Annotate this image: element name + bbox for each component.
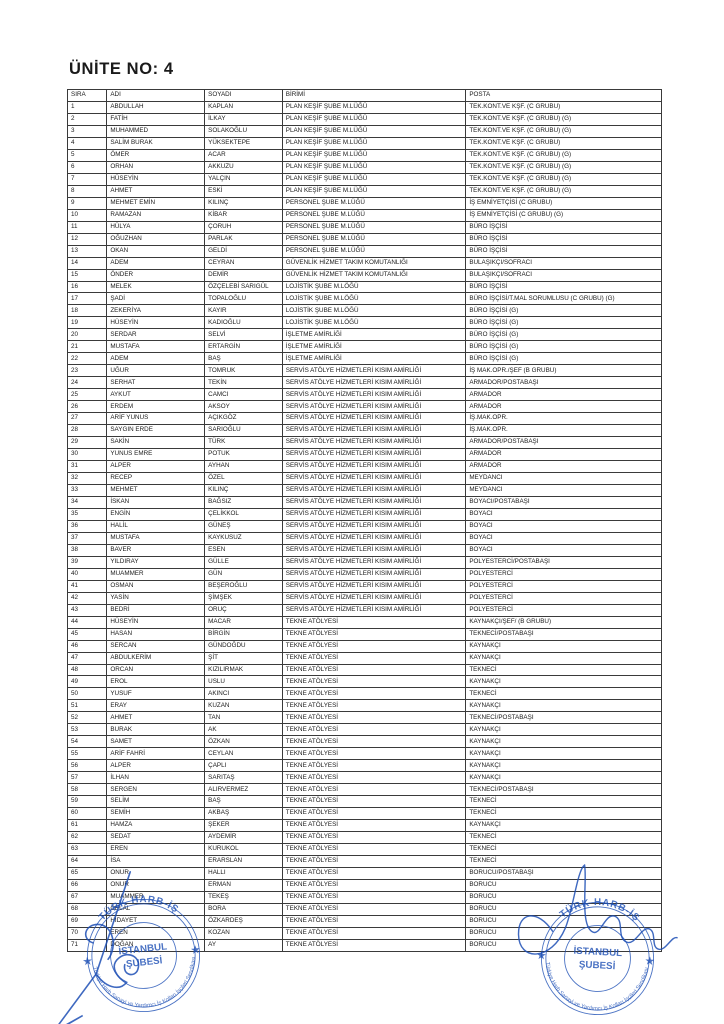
svg-text:★: ★: [82, 955, 94, 968]
svg-text:İSTANBUL: İSTANBUL: [573, 946, 622, 960]
svg-text:ŞUBESİ: ŞUBESİ: [126, 955, 164, 970]
svg-text:ŞUBESİ: ŞUBESİ: [579, 959, 616, 972]
svg-text:TÜRK HARB-İŞ: TÜRK HARB-İŞ: [557, 895, 642, 925]
svg-text:★: ★: [190, 944, 202, 957]
svg-text:TÜRK HARB-İŞ: TÜRK HARB-İŞ: [95, 890, 181, 924]
svg-text:★: ★: [644, 956, 655, 969]
